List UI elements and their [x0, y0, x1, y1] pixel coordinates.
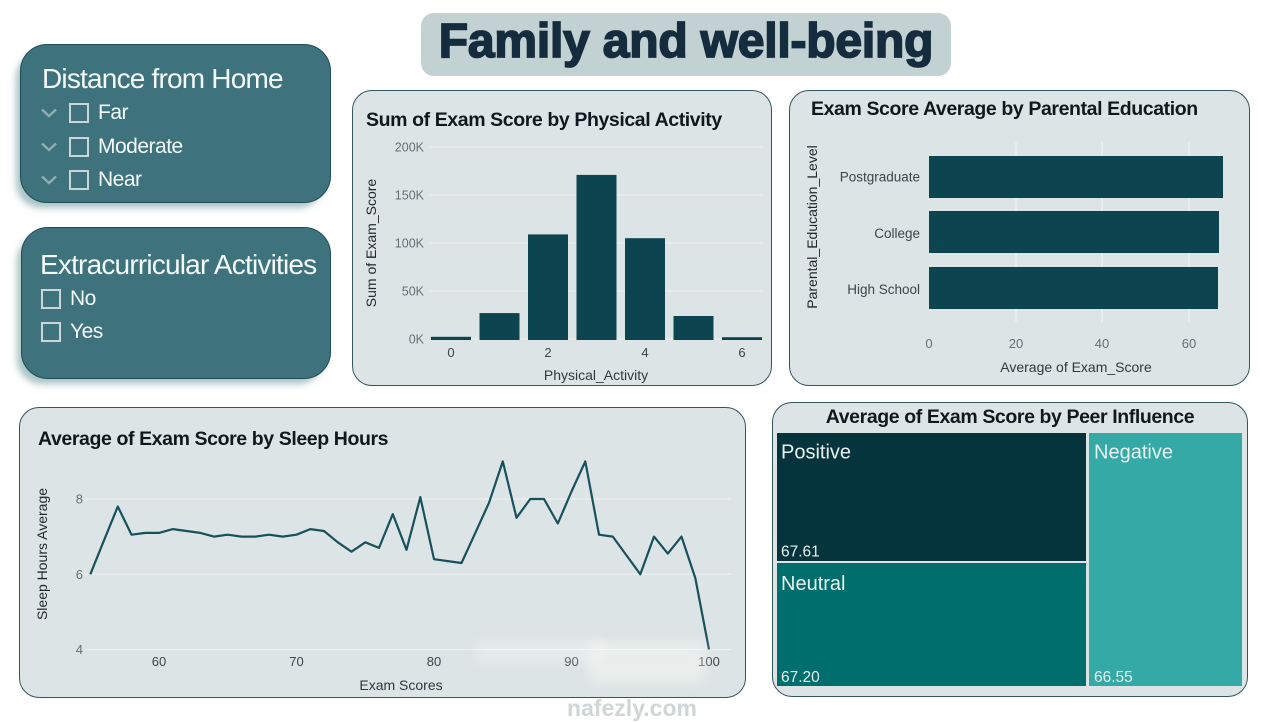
svg-text:67.61: 67.61: [781, 544, 820, 561]
svg-text:Parental_Education_Level: Parental_Education_Level: [804, 145, 820, 308]
svg-text:60: 60: [152, 654, 166, 669]
svg-text:Average of Exam_Score: Average of Exam_Score: [1000, 359, 1152, 375]
svg-text:0K: 0K: [409, 333, 425, 347]
svg-text:Average of Exam Score by Peer: Average of Exam Score by Peer Influence: [826, 406, 1195, 428]
svg-text:Sum of Exam_Score: Sum of Exam_Score: [363, 179, 379, 308]
svg-text:College: College: [874, 226, 920, 241]
svg-text:Positive: Positive: [781, 442, 851, 464]
svg-text:100K: 100K: [395, 237, 425, 251]
svg-text:50K: 50K: [402, 285, 425, 299]
svg-text:66.55: 66.55: [1094, 669, 1133, 686]
svg-text:Exam Scores: Exam Scores: [359, 677, 442, 693]
svg-text:40: 40: [1095, 336, 1109, 351]
svg-text:Postgraduate: Postgraduate: [840, 170, 920, 185]
svg-text:80: 80: [427, 654, 441, 669]
svg-text:4: 4: [641, 345, 648, 360]
svg-text:90: 90: [564, 654, 578, 669]
svg-text:2: 2: [544, 345, 551, 360]
svg-text:0: 0: [925, 336, 932, 351]
svg-text:20: 20: [1009, 336, 1023, 351]
svg-text:Neutral: Neutral: [781, 573, 845, 595]
svg-text:60: 60: [1182, 336, 1196, 351]
svg-text:100: 100: [698, 654, 720, 669]
svg-text:Physical_Activity: Physical_Activity: [544, 367, 648, 383]
svg-text:Negative: Negative: [1094, 442, 1173, 464]
svg-text:70: 70: [289, 654, 303, 669]
svg-text:8: 8: [76, 492, 83, 507]
svg-text:4: 4: [76, 642, 83, 657]
svg-text:Sleep Hours Average: Sleep Hours Average: [34, 488, 50, 620]
svg-text:200K: 200K: [395, 141, 425, 155]
svg-text:6: 6: [76, 567, 83, 582]
svg-text:High School: High School: [847, 282, 920, 297]
svg-text:6: 6: [738, 345, 745, 360]
svg-text:67.20: 67.20: [781, 669, 820, 686]
svg-text:150K: 150K: [395, 189, 425, 203]
svg-text:0: 0: [447, 345, 454, 360]
